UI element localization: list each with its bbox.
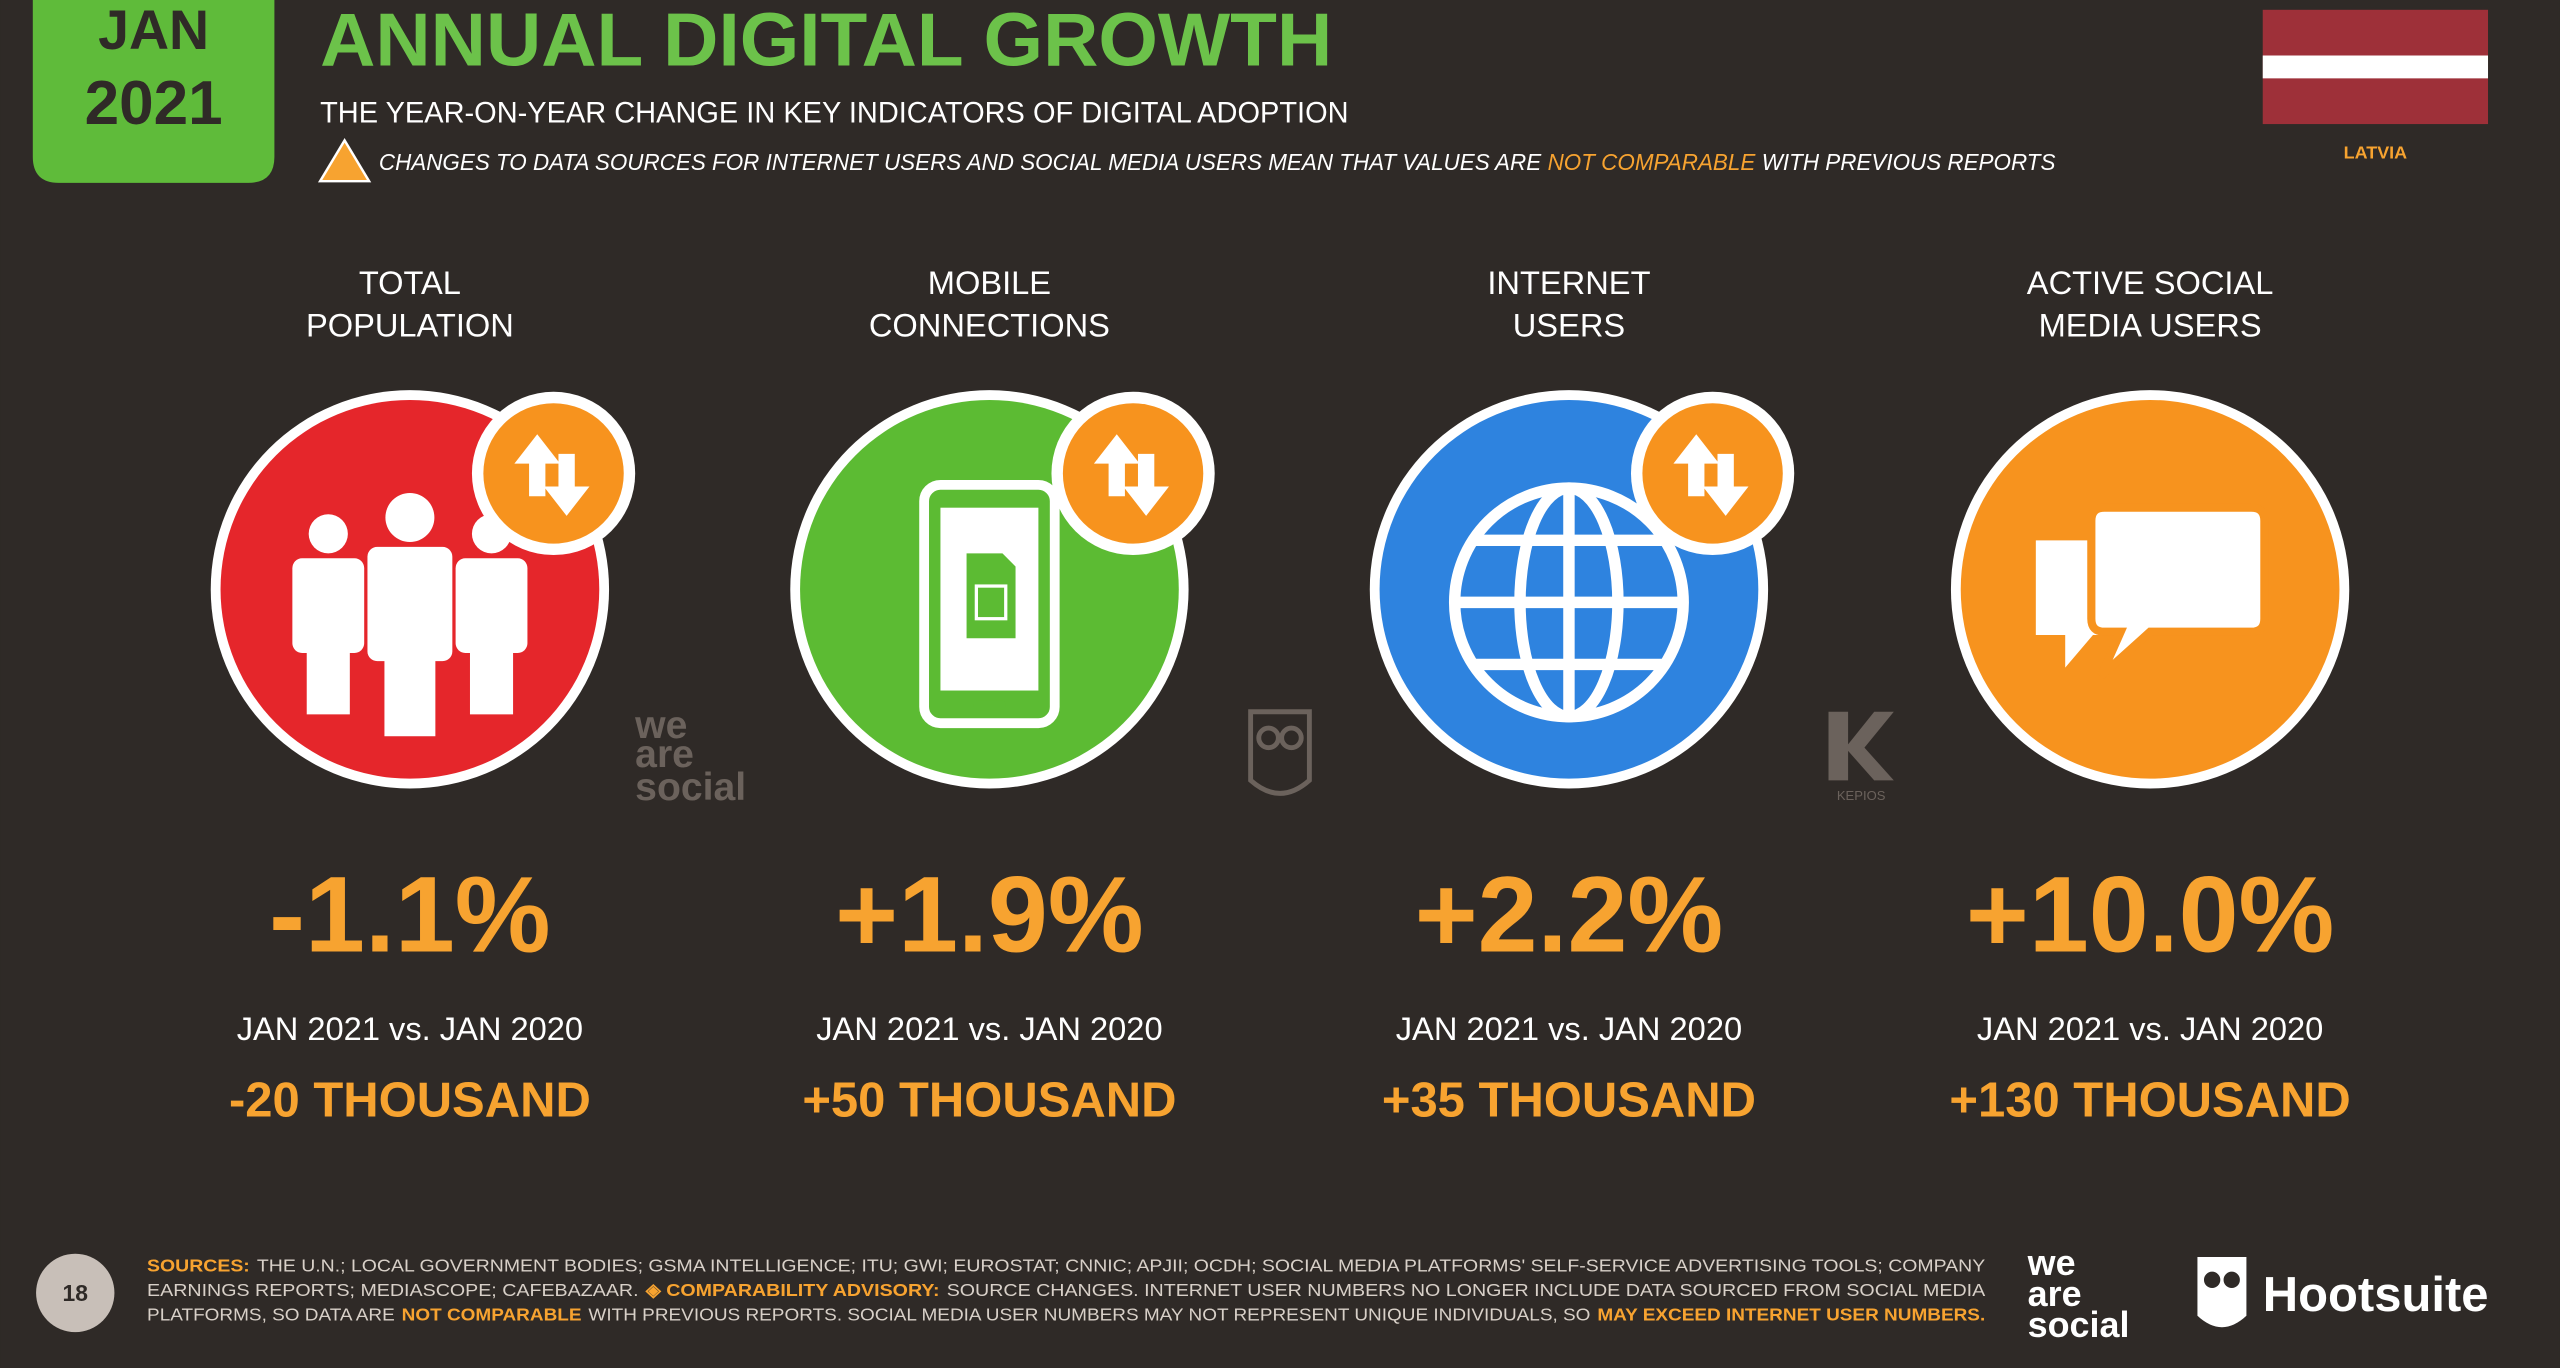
- page-number-circle: [36, 1253, 115, 1333]
- card-label: MOBILE: [928, 264, 1051, 301]
- absolute-change: +50 THOUSAND: [802, 1074, 1176, 1128]
- footer-part: THE U.N.; LOCAL GOVERNMENT BODIES; GSMA …: [257, 1256, 1985, 1276]
- icon-chip: [974, 584, 1008, 621]
- icon-leg: [306, 648, 350, 715]
- hootsuite-owl: [2197, 1256, 2247, 1328]
- card-label: ACTIVE SOCIAL: [2027, 264, 2274, 301]
- footer-part: EARNINGS REPORTS; MEDIASCOPE; CAFEBAZAAR…: [147, 1280, 638, 1300]
- footer-part: NOT COMPARABLE: [402, 1305, 582, 1325]
- arrow-down: [543, 453, 590, 516]
- watermark-owl-eye: [1279, 725, 1304, 751]
- comparison: JAN 2021 vs. JAN 2020: [1977, 1010, 2323, 1047]
- card-label: USERS: [1513, 306, 1625, 343]
- change-value: +2.2%: [1415, 854, 1723, 975]
- change-value: +10.0%: [1966, 854, 2334, 975]
- brand-word: are: [2028, 1273, 2082, 1314]
- change-badge: [483, 403, 624, 544]
- watermark-kepios: KEPIOS: [1837, 788, 1886, 803]
- icon-leg: [384, 656, 436, 737]
- card: ACTIVE SOCIAL MEDIA USERS +10.0% JAN 2021 v…: [1949, 264, 2350, 1128]
- brand-word: social: [2028, 1304, 2130, 1345]
- change-value: +1.9%: [835, 854, 1143, 975]
- icon-body: [455, 558, 528, 653]
- card: TOTAL POPULATION -1.1% JAN 2021 vs. JAN 202…: [210, 264, 636, 1128]
- change-value: -1.1%: [269, 854, 550, 975]
- absolute-change: +35 THOUSAND: [1382, 1074, 1756, 1128]
- footer-part: PLATFORMS, SO DATA ARE: [147, 1305, 395, 1325]
- footer-part: WITH PREVIOUS REPORTS. SOCIAL MEDIA USER…: [588, 1305, 1590, 1325]
- icon-button: [973, 700, 1006, 711]
- icon: [292, 493, 528, 737]
- footer-part: MAY EXCEED INTERNET USER NUMBERS.: [1597, 1305, 1985, 1325]
- card-label: TOTAL: [359, 264, 461, 301]
- footer-part: SOURCES:: [147, 1256, 250, 1276]
- comparison: JAN 2021 vs. JAN 2020: [237, 1010, 583, 1047]
- footer-line: EARNINGS REPORTS; MEDIASCOPE; CAFEBAZAAR…: [147, 1280, 1985, 1300]
- card-label: MEDIA USERS: [2039, 306, 2262, 343]
- warning-part: NOT COMPARABLE: [1548, 149, 1756, 175]
- flag-stripe: [2262, 55, 2489, 79]
- date-badge: [32, 0, 275, 183]
- arrow-up: [1673, 434, 1720, 497]
- card-label: CONNECTIONS: [869, 306, 1110, 343]
- icon-body: [292, 558, 365, 653]
- comparison: JAN 2021 vs. JAN 2020: [816, 1010, 1162, 1047]
- card-label: POPULATION: [306, 306, 514, 343]
- comparison: JAN 2021 vs. JAN 2020: [1396, 1010, 1742, 1047]
- card: INTERNET USERS +2.2% JAN 2021 vs. JAN 2020 +…: [1369, 264, 1795, 1128]
- arrow-down: [1702, 453, 1749, 516]
- watermark-kepios-logo: [1828, 711, 1894, 781]
- footer-part: ◈ COMPARABILITY ADVISORY:: [645, 1280, 940, 1300]
- badge-month: JAN: [98, 0, 209, 61]
- warning-part: CHANGES TO DATA SOURCES FOR INTERNET USE…: [379, 149, 1542, 175]
- owl-eye: [2203, 1271, 2221, 1289]
- watermark-owl-eye: [1256, 725, 1281, 751]
- icon-head: [308, 514, 348, 554]
- footer-part: SOURCE CHANGES. INTERNET USER NUMBERS NO…: [947, 1280, 1986, 1300]
- change-badge: [1642, 403, 1783, 544]
- change-badge: [1062, 403, 1204, 544]
- icon: [2035, 503, 2269, 679]
- brand-word: we: [2027, 1242, 2076, 1283]
- icon-leg: [469, 648, 514, 715]
- arrow-up: [1093, 434, 1140, 497]
- title: ANNUAL DIGITAL GROWTH: [320, 0, 1332, 81]
- watermark-word: are: [635, 733, 694, 776]
- hootsuite-logo: Hootsuite: [2263, 1268, 2489, 1322]
- owl-eye: [2223, 1271, 2240, 1289]
- icon-body: [367, 546, 453, 662]
- footer-notes: SOURCES: THE U.N.; LOCAL GOVERNMENT BODIE…: [147, 1256, 1985, 1325]
- warning: CHANGES TO DATA SOURCES FOR INTERNET USE…: [379, 149, 2056, 175]
- footer-line: PLATFORMS, SO DATA ARE NOT COMPARABLE WITH…: [147, 1305, 1985, 1325]
- warning-icon: [317, 138, 372, 183]
- icon-head: [385, 493, 435, 542]
- watermark-word: social: [635, 766, 746, 809]
- card: MOBILE CONNECTIONS +1.9% JAN 2021 vs. JAN 2…: [790, 264, 1215, 1128]
- watermark-brand: we are social: [634, 704, 746, 809]
- icon: [1448, 482, 1689, 723]
- subtitle: THE YEAR-ON-YEAR CHANGE IN KEY INDICATOR…: [320, 96, 1348, 129]
- watermark-owl: [1248, 709, 1312, 796]
- footer-line: SOURCES: THE U.N.; LOCAL GOVERNMENT BODIE…: [147, 1256, 1985, 1276]
- badge-year: 2021: [85, 69, 223, 138]
- absolute-change: -20 THOUSAND: [229, 1074, 591, 1128]
- icon-phone: [919, 479, 1060, 729]
- arrow-down: [1123, 453, 1169, 516]
- icon-bubble-front: [2087, 503, 2269, 679]
- footer-brand: we are social: [2027, 1242, 2130, 1345]
- cards: TOTAL POPULATION -1.1% JAN 2021 vs. JAN 202…: [210, 264, 2351, 1128]
- warning-part: WITH PREVIOUS REPORTS: [1762, 149, 2056, 175]
- icon-sim: [966, 553, 1016, 639]
- absolute-change: +130 THOUSAND: [1949, 1074, 2350, 1128]
- page-number: 18: [63, 1280, 88, 1306]
- arrow-up: [514, 434, 561, 497]
- country-label: LATVIA: [2344, 142, 2407, 162]
- watermark-word: we: [634, 704, 687, 747]
- icon: [919, 479, 1060, 729]
- card-label: INTERNET: [1487, 264, 1650, 301]
